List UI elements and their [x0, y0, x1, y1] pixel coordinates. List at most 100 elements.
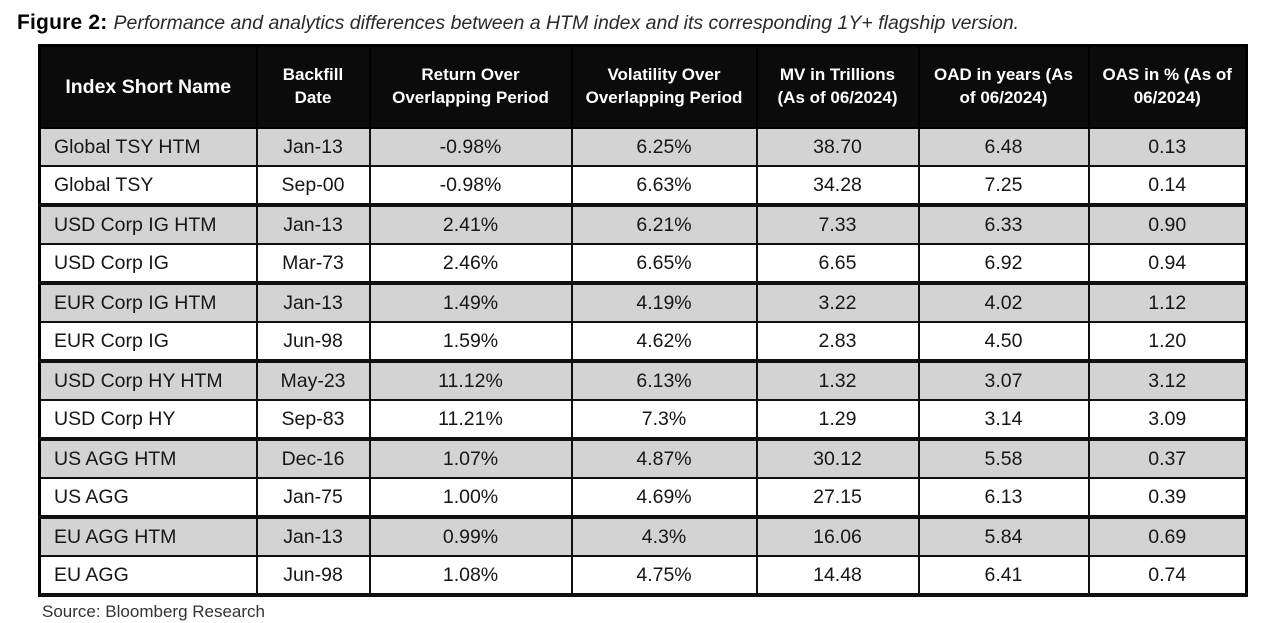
cell-value: 4.02	[917, 282, 1090, 323]
cell-value: 4.50	[917, 321, 1090, 363]
cell-value: 0.90	[1087, 204, 1248, 245]
cell-value: 3.07	[917, 360, 1090, 401]
cell-value: 4.69%	[570, 477, 758, 519]
cell-value: 1.32	[755, 360, 920, 401]
cell-value: Jan-13	[255, 127, 371, 167]
cell-value: 1.12	[1087, 282, 1248, 323]
cell-value: Jan-13	[255, 204, 371, 245]
cell-value: 2.83	[755, 321, 920, 363]
header-row: Index Short Name Backfill Date Return Ov…	[38, 44, 1248, 129]
cell-value: Sep-00	[255, 165, 371, 207]
cell-value: 3.09	[1087, 399, 1248, 441]
figure-caption: Performance and analytics differences be…	[113, 12, 1020, 34]
header-backfill-date: Backfill Date	[255, 44, 371, 129]
cell-value: 6.48	[917, 127, 1090, 167]
cell-value: Sep-83	[255, 399, 371, 441]
cell-value: 0.13	[1087, 127, 1248, 167]
cell-value: Dec-16	[255, 438, 371, 479]
cell-value: 6.13	[917, 477, 1090, 519]
table-row: EU AGG Jun-98 1.08% 4.75% 14.48 6.41 0.74	[38, 555, 1248, 597]
cell-index-short-name: USD Corp HY HTM	[38, 360, 258, 401]
cell-value: 3.22	[755, 282, 920, 323]
cell-value: 6.65	[755, 243, 920, 285]
cell-value: 6.21%	[570, 204, 758, 245]
cell-index-short-name: EU AGG HTM	[38, 516, 258, 557]
cell-index-short-name: USD Corp HY	[38, 399, 258, 441]
cell-value: 6.41	[917, 555, 1090, 597]
cell-value: 1.20	[1087, 321, 1248, 363]
cell-value: 4.87%	[570, 438, 758, 479]
cell-value: 4.3%	[570, 516, 758, 557]
cell-value: 0.69	[1087, 516, 1248, 557]
cell-value: 6.13%	[570, 360, 758, 401]
table-row: US AGG Jan-75 1.00% 4.69% 27.15 6.13 0.39	[38, 477, 1248, 519]
cell-value: 1.08%	[368, 555, 573, 597]
cell-value: Mar-73	[255, 243, 371, 285]
figure-title: Figure 2: Performance and analytics diffe…	[0, 0, 1266, 35]
header-mv-trillions: MV in Trillions (As of 06/2024)	[755, 44, 920, 129]
cell-value: 38.70	[755, 127, 920, 167]
cell-value: 0.37	[1087, 438, 1248, 479]
cell-value: -0.98%	[368, 127, 573, 167]
table-row: EUR Corp IG HTM Jan-13 1.49% 4.19% 3.22 4.02 1…	[38, 282, 1248, 323]
cell-index-short-name: EUR Corp IG HTM	[38, 282, 258, 323]
cell-value: 6.92	[917, 243, 1090, 285]
table-row: Global TSY HTM Jan-13 -0.98% 6.25% 38.70 6.48…	[38, 127, 1248, 167]
performance-analytics-table: Index Short Name Backfill Date Return Ov…	[38, 44, 1248, 597]
cell-value: 0.39	[1087, 477, 1248, 519]
table-row: Global TSY Sep-00 -0.98% 6.63% 34.28 7.25 0.14	[38, 165, 1248, 207]
cell-value: 2.46%	[368, 243, 573, 285]
cell-value: 0.74	[1087, 555, 1248, 597]
cell-value: 11.12%	[368, 360, 573, 401]
cell-value: 11.21%	[368, 399, 573, 441]
header-oad-years: OAD in years (As of 06/2024)	[917, 44, 1090, 129]
cell-value: 1.07%	[368, 438, 573, 479]
cell-value: 1.59%	[368, 321, 573, 363]
cell-value: 1.29	[755, 399, 920, 441]
header-volatility-overlapping: Volatility Over Overlapping Period	[570, 44, 758, 129]
cell-value: 0.14	[1087, 165, 1248, 207]
cell-value: 3.12	[1087, 360, 1248, 401]
cell-value: 16.06	[755, 516, 920, 557]
cell-value: 6.63%	[570, 165, 758, 207]
source-note: Source: Bloomberg Research	[42, 602, 266, 621]
table-row: EU AGG HTM Jan-13 0.99% 4.3% 16.06 5.84 0.69	[38, 516, 1248, 557]
cell-index-short-name: US AGG HTM	[38, 438, 258, 479]
header-return-overlapping: Return Over Overlapping Period	[368, 44, 573, 129]
cell-value: 1.49%	[368, 282, 573, 323]
cell-index-short-name: Global TSY HTM	[38, 127, 258, 167]
cell-index-short-name: EU AGG	[38, 555, 258, 597]
cell-value: 7.3%	[570, 399, 758, 441]
cell-value: 7.33	[755, 204, 920, 245]
cell-value: Jan-13	[255, 516, 371, 557]
cell-value: 6.65%	[570, 243, 758, 285]
cell-value: 6.33	[917, 204, 1090, 245]
figure-label: Figure 2:	[17, 11, 108, 34]
cell-value: Jan-75	[255, 477, 371, 519]
cell-value: 30.12	[755, 438, 920, 479]
header-oas-percent: OAS in % (As of 06/2024)	[1087, 44, 1248, 129]
cell-value: 4.75%	[570, 555, 758, 597]
cell-index-short-name: USD Corp IG	[38, 243, 258, 285]
cell-index-short-name: US AGG	[38, 477, 258, 519]
cell-value: 27.15	[755, 477, 920, 519]
cell-value: May-23	[255, 360, 371, 401]
cell-value: 2.41%	[368, 204, 573, 245]
table-row: US AGG HTM Dec-16 1.07% 4.87% 30.12 5.58 0.37	[38, 438, 1248, 479]
cell-index-short-name: EUR Corp IG	[38, 321, 258, 363]
cell-value: 4.62%	[570, 321, 758, 363]
cell-value: Jun-98	[255, 555, 371, 597]
cell-value: Jan-13	[255, 282, 371, 323]
cell-value: -0.98%	[368, 165, 573, 207]
cell-value: 34.28	[755, 165, 920, 207]
cell-index-short-name: Global TSY	[38, 165, 258, 207]
table-row: EUR Corp IG Jun-98 1.59% 4.62% 2.83 4.50 1.20	[38, 321, 1248, 363]
cell-value: 3.14	[917, 399, 1090, 441]
table-row: USD Corp IG Mar-73 2.46% 6.65% 6.65 6.92 0.94	[38, 243, 1248, 285]
cell-value: 4.19%	[570, 282, 758, 323]
table-body: Global TSY HTM Jan-13 -0.98% 6.25% 38.70 6.48…	[38, 127, 1248, 597]
table-row: USD Corp IG HTM Jan-13 2.41% 6.21% 7.33 6.33 0…	[38, 204, 1248, 245]
header-index-short-name: Index Short Name	[38, 44, 258, 129]
cell-value: 1.00%	[368, 477, 573, 519]
